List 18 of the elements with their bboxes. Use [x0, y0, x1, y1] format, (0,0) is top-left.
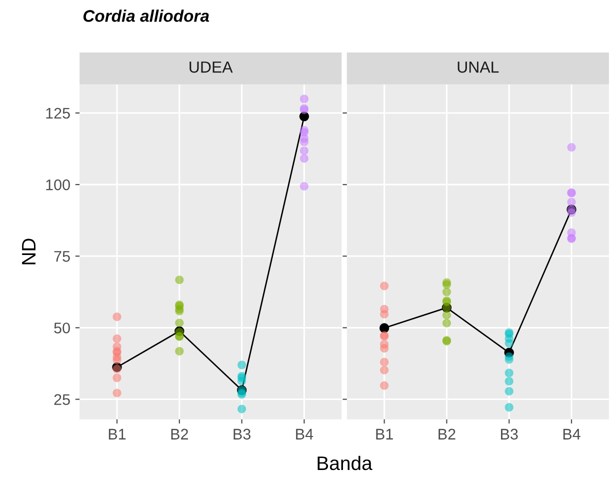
- x-tick-label: B4: [296, 428, 314, 440]
- x-tick-label: B3: [501, 428, 518, 440]
- x-tick-label: B4: [563, 428, 580, 440]
- y-axis-title: ND: [22, 238, 36, 264]
- x-tick-label: B1: [376, 428, 393, 440]
- x-tick-label: B2: [438, 428, 456, 440]
- x-tick-label: B1: [108, 428, 126, 440]
- x-axis-title: Banda: [318, 456, 372, 470]
- y-tick-label: 25: [54, 394, 70, 405]
- x-tick-label: B3: [234, 428, 250, 440]
- y-tick-label: 125: [46, 108, 70, 119]
- y-tick-label: 50: [54, 322, 70, 334]
- chart-title: UDEA: [190, 62, 233, 73]
- y-tick-label: 100: [46, 179, 70, 190]
- y-tick-label: 75: [54, 251, 70, 262]
- text: Cordia alliodora: [83, 10, 210, 22]
- chart-title: UNAL: [458, 62, 499, 73]
- x-tick-label: B2: [171, 428, 188, 440]
